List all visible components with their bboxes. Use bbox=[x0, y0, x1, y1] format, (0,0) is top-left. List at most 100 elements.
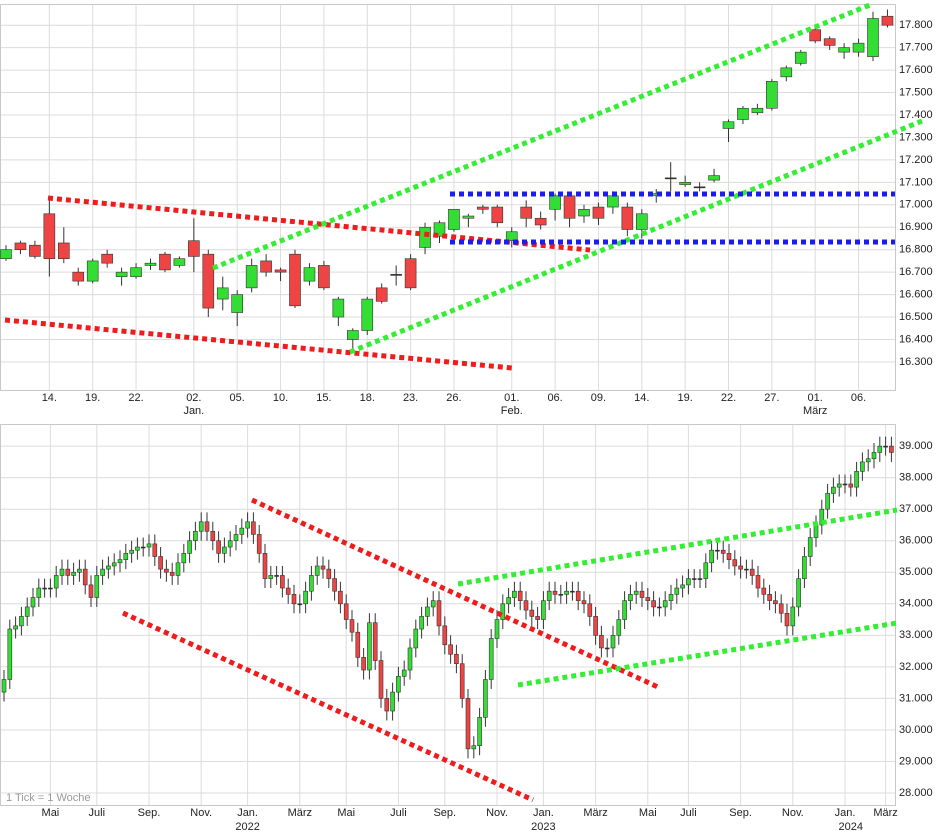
candle-body bbox=[831, 486, 836, 494]
candle-body bbox=[462, 215, 475, 219]
candle-body bbox=[778, 603, 784, 614]
y-tick-label: 16.700 bbox=[899, 266, 933, 278]
candle-body bbox=[233, 534, 239, 542]
candle-body bbox=[245, 265, 258, 289]
x-tick-label: 14. bbox=[42, 392, 57, 404]
candle-body bbox=[755, 575, 761, 589]
candle-body bbox=[57, 242, 70, 259]
y-tick-label: 16.500 bbox=[899, 311, 933, 323]
y-tick-label: 16.400 bbox=[899, 333, 933, 345]
candle-body bbox=[338, 590, 343, 605]
candle-body bbox=[361, 298, 374, 331]
candle-body bbox=[413, 628, 419, 649]
candle-body bbox=[751, 107, 764, 114]
candle-body bbox=[216, 540, 221, 554]
candle-body bbox=[645, 597, 651, 601]
candle-body bbox=[404, 258, 417, 289]
candle-body bbox=[239, 527, 245, 535]
x-tick-label: Mai bbox=[42, 807, 60, 819]
x-tick-label: Juli bbox=[680, 807, 697, 819]
candle-body bbox=[708, 175, 720, 181]
candle-body bbox=[448, 644, 453, 655]
candle-body bbox=[477, 717, 482, 747]
footnote: 1 Tick = 1 Woche bbox=[6, 792, 90, 804]
candle-body bbox=[465, 698, 471, 750]
candle-body bbox=[877, 445, 883, 453]
x-tick-label: 27. bbox=[764, 392, 779, 404]
candle-body bbox=[454, 653, 459, 665]
candle-body bbox=[520, 206, 533, 219]
x-tick-label: 18. bbox=[360, 392, 375, 404]
candle-body bbox=[558, 594, 564, 596]
candle-body bbox=[343, 603, 349, 620]
candle-body bbox=[529, 609, 535, 617]
candle-body bbox=[483, 679, 488, 718]
x-tick-label: 01. bbox=[808, 392, 823, 404]
candle-body bbox=[268, 575, 274, 579]
candle-body bbox=[738, 565, 743, 570]
candle-body bbox=[842, 483, 848, 486]
candle-body bbox=[59, 568, 65, 576]
plot-area-top bbox=[0, 4, 896, 391]
candle-body bbox=[674, 587, 680, 595]
y-tick-label: 30.000 bbox=[899, 724, 933, 736]
candle-body bbox=[158, 556, 163, 570]
candle-body bbox=[546, 590, 552, 601]
candle-body bbox=[726, 553, 732, 560]
candle-body bbox=[43, 213, 56, 259]
candle-body bbox=[135, 546, 140, 551]
candle-body bbox=[101, 253, 113, 264]
candle-body bbox=[260, 260, 272, 273]
candle-body bbox=[628, 594, 633, 601]
candle-body bbox=[488, 638, 494, 680]
candle-body bbox=[1, 679, 7, 693]
y-tick-label: 28.000 bbox=[899, 787, 933, 799]
candle-body bbox=[599, 635, 604, 649]
y-tick-label: 32.000 bbox=[899, 661, 933, 673]
x-tick-label-secondary: 2023 bbox=[531, 821, 555, 833]
candle-body bbox=[773, 600, 778, 605]
candle-body bbox=[703, 562, 709, 579]
candle-body bbox=[552, 590, 558, 595]
candle-body bbox=[506, 597, 511, 605]
candle-body bbox=[30, 597, 36, 608]
x-tick-label-secondary: 2024 bbox=[839, 821, 863, 833]
candle-body bbox=[802, 556, 807, 579]
x-tick-label: Nov. bbox=[190, 807, 212, 819]
x-tick-label: Jan. bbox=[835, 807, 856, 819]
x-tick-label: 22. bbox=[721, 392, 736, 404]
candle-body bbox=[129, 549, 134, 554]
candle-body bbox=[505, 231, 518, 242]
x-tick-label: Mai bbox=[337, 807, 355, 819]
candle-body bbox=[593, 616, 598, 636]
x-tick-label: 06. bbox=[547, 392, 562, 404]
candle-body bbox=[680, 584, 685, 589]
candle-body bbox=[231, 294, 243, 313]
candle-body bbox=[494, 619, 500, 639]
candle-body bbox=[280, 575, 285, 589]
candle-body bbox=[564, 590, 569, 595]
y-tick-label: 17.300 bbox=[899, 131, 933, 143]
candle-body bbox=[36, 587, 42, 598]
candle-body bbox=[146, 543, 152, 548]
candle-body bbox=[535, 616, 540, 620]
x-tick-label: 19. bbox=[85, 392, 100, 404]
candle-body bbox=[346, 330, 359, 340]
x-tick-label: März bbox=[288, 807, 312, 819]
candle-body bbox=[349, 619, 355, 633]
candle-body bbox=[732, 559, 738, 567]
x-tick-label: 09. bbox=[591, 392, 606, 404]
x-tick-label: 15. bbox=[316, 392, 331, 404]
candle-body bbox=[512, 590, 517, 598]
candle-body bbox=[274, 575, 279, 577]
candle-body bbox=[372, 622, 378, 661]
candle-body bbox=[668, 594, 674, 601]
y-tick-label: 17.700 bbox=[899, 42, 933, 54]
candle-body bbox=[181, 553, 187, 564]
x-tick-label: Jan. bbox=[237, 807, 258, 819]
candle-body bbox=[693, 186, 706, 189]
candle-body bbox=[587, 603, 593, 617]
candle-body bbox=[686, 578, 691, 586]
candle-body bbox=[123, 553, 129, 560]
candle-body bbox=[433, 222, 446, 237]
